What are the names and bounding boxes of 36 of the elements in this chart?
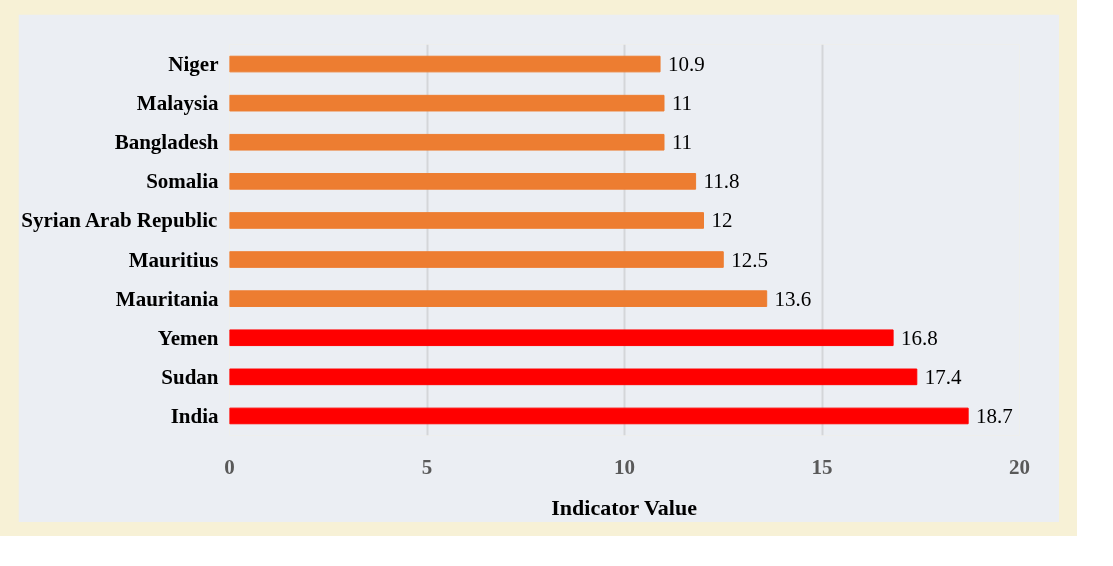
bar xyxy=(229,133,665,151)
bar xyxy=(229,407,969,425)
data-label: 11.8 xyxy=(703,169,740,194)
y-tick-label: Mauritius xyxy=(128,247,219,272)
x-tick-label: 5 xyxy=(421,454,433,479)
bar xyxy=(229,368,918,386)
data-label: 10.9 xyxy=(667,52,705,77)
data-label: 12.5 xyxy=(731,247,768,272)
y-tick-label: Somalia xyxy=(146,169,219,194)
bar xyxy=(229,290,768,307)
y-tick-label: Syrian Arab Republic xyxy=(21,208,218,233)
x-tick-label: 20 xyxy=(1009,454,1030,479)
bar xyxy=(229,55,661,73)
data-label: 11 xyxy=(671,130,693,155)
data-label: 16.8 xyxy=(901,325,938,350)
y-tick-label: Niger xyxy=(168,52,219,77)
y-tick-label: India xyxy=(170,403,219,428)
x-tick-label: 0 xyxy=(224,454,235,479)
y-tick-label: Malaysia xyxy=(136,91,219,116)
bar xyxy=(229,329,894,347)
bar xyxy=(229,251,724,268)
data-label: 11 xyxy=(671,91,693,116)
x-tick-label: 10 xyxy=(614,454,635,479)
y-tick-label: Yemen xyxy=(157,325,219,350)
bar xyxy=(229,212,704,229)
data-label: 12 xyxy=(711,208,733,233)
y-tick-label: Bangladesh xyxy=(114,130,219,155)
data-label: 18.7 xyxy=(976,403,1013,428)
data-label: 17.4 xyxy=(924,364,962,389)
x-axis-title: Indicator Value xyxy=(551,494,698,520)
bar xyxy=(229,94,665,112)
data-label: 13.6 xyxy=(774,286,812,311)
y-tick-label: Sudan xyxy=(161,364,219,389)
x-tick-label: 15 xyxy=(811,454,833,479)
bar xyxy=(229,173,697,190)
y-tick-label: Mauritania xyxy=(115,286,219,311)
